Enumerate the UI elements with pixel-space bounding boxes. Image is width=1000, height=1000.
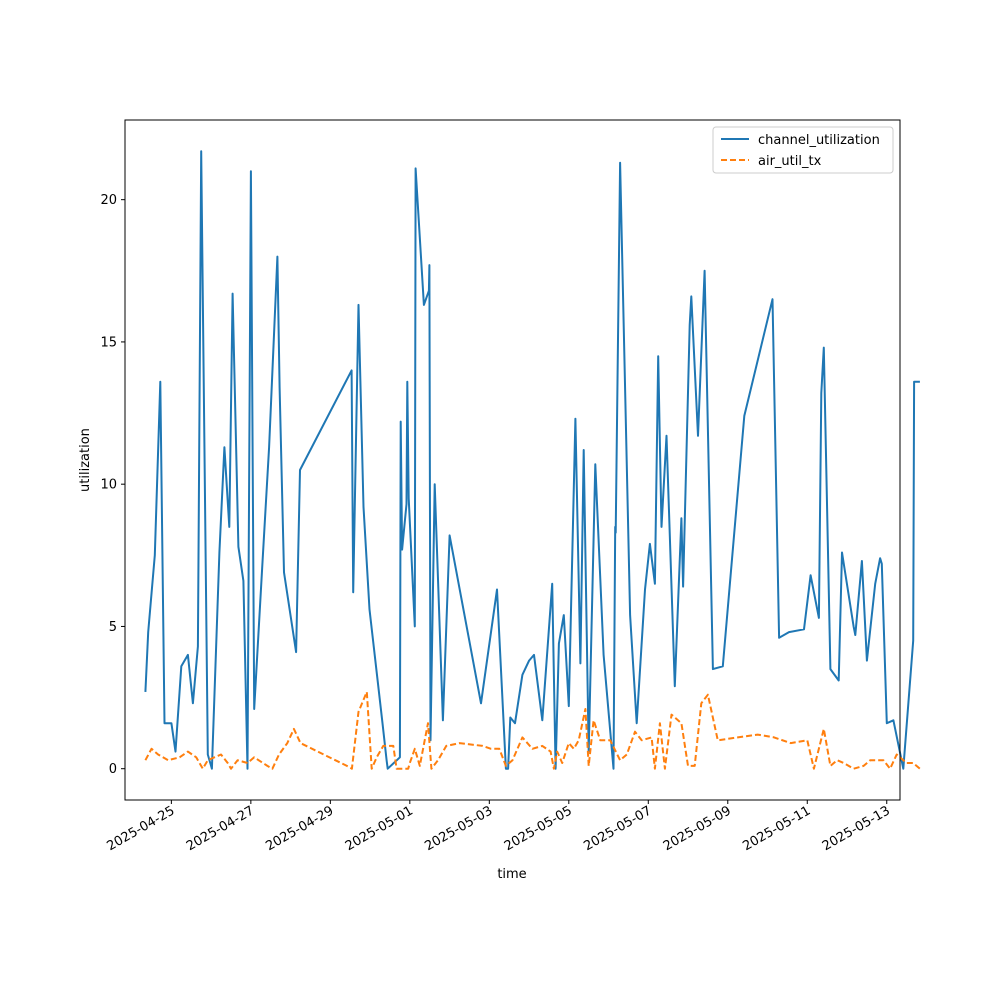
y-tick-label: 20 <box>100 193 117 208</box>
plot-frame <box>124 119 901 801</box>
series-line-channel-utilization <box>144 150 920 770</box>
y-tick-label: 15 <box>100 335 117 350</box>
y-axis: 0 5 10 15 20 <box>100 193 125 777</box>
series-line-air-util-tx <box>144 690 921 770</box>
legend-label-air-util-tx: air_util_tx <box>758 154 822 169</box>
legend-label-channel-utilization: channel_utilization <box>758 133 880 148</box>
y-tick-label: 10 <box>100 478 117 493</box>
series-layer <box>144 150 921 770</box>
y-tick-label: 0 <box>109 762 117 777</box>
legend-box <box>712 126 894 174</box>
x-axis-label: time <box>497 867 526 882</box>
y-axis-label: utilization <box>78 428 93 492</box>
legend: channel_utilization air_util_tx <box>712 126 894 174</box>
y-tick-label: 5 <box>109 620 117 635</box>
